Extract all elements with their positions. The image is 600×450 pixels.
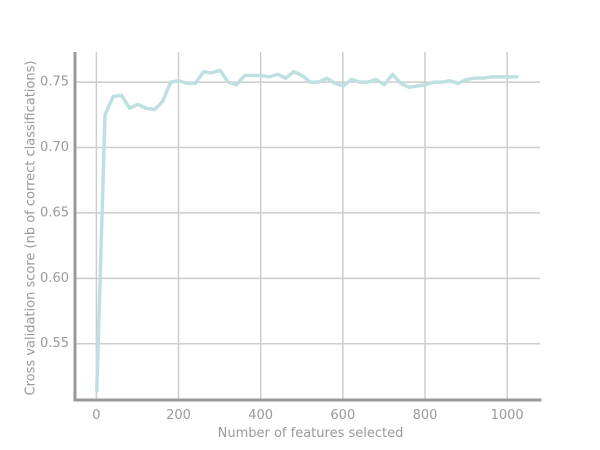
x-tick-label: 800	[413, 408, 438, 423]
x-tick-label: 400	[248, 408, 273, 423]
x-tick-label: 0	[92, 408, 100, 423]
x-tick-label: 600	[330, 408, 355, 423]
x-tick-label: 1000	[491, 408, 524, 423]
y-tick-label: 0.75	[40, 75, 69, 90]
y-tick-label: 0.60	[40, 271, 69, 286]
grid	[75, 52, 540, 400]
axes	[73, 52, 542, 402]
y-tick-label: 0.70	[40, 140, 69, 155]
series-line	[95, 68, 519, 393]
x-tick-label: 200	[166, 408, 191, 423]
y-axis-label: Cross validation score (nb of correct cl…	[24, 61, 39, 396]
tick-labels: 0 200 400 600 800 1000 0.55 0.60 0.65 0.70 0.75	[40, 75, 524, 423]
series-layer	[95, 68, 519, 393]
x-axis-label: Number of features selected	[218, 426, 404, 441]
y-tick-label: 0.55	[40, 336, 69, 351]
y-tick-label: 0.65	[40, 205, 69, 220]
